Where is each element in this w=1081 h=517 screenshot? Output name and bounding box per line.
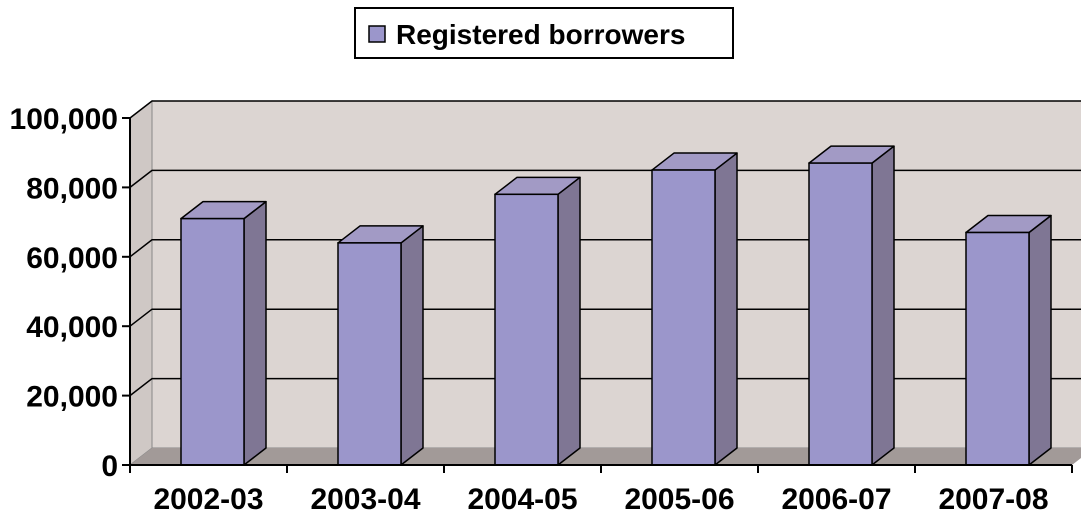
- y-tick-label: 0: [101, 450, 118, 483]
- x-tick-label: 2003-04: [310, 483, 420, 516]
- bar-side: [871, 145, 895, 466]
- bar-front: [808, 162, 873, 466]
- bar-2004-05: [494, 176, 581, 466]
- y-tick-label: 80,000: [26, 172, 118, 205]
- x-tick-label: 2007-08: [938, 483, 1048, 516]
- legend-box: [354, 7, 734, 59]
- bar-front: [494, 193, 559, 466]
- y-tick-label: 100,000: [10, 103, 118, 136]
- y-tick-label: 60,000: [26, 242, 118, 275]
- y-tick-label: 20,000: [26, 381, 118, 414]
- gridline: [129, 100, 1081, 119]
- bar-side: [557, 176, 581, 466]
- x-tick-label: 2002-03: [153, 483, 263, 516]
- bar-side: [1028, 214, 1052, 466]
- bar-2002-03: [180, 200, 267, 466]
- axes: [122, 117, 1073, 473]
- y-tick-labels: 0 20,000 40,000 60,000 80,000 100,000: [10, 103, 118, 483]
- back-wall: [151, 100, 1081, 449]
- x-tick-label: 2006-07: [781, 483, 891, 516]
- bar-front: [965, 231, 1030, 466]
- side-wall: [129, 99, 153, 467]
- legend-swatch: [368, 25, 386, 43]
- bar-side: [243, 200, 267, 466]
- bar-2003-04: [337, 225, 424, 466]
- bar-front: [651, 169, 716, 466]
- chart-walls: [129, 99, 1081, 467]
- bar-2005-06: [651, 152, 738, 466]
- x-tick-labels: 2002-03 2003-04 2004-05 2005-06 2006-07 2007-…: [153, 483, 1048, 516]
- bar-front: [180, 217, 245, 466]
- legend-label: Registered borrowers: [396, 19, 685, 50]
- bar-front: [337, 242, 402, 466]
- x-tick-label: 2004-05: [467, 483, 577, 516]
- bar-2006-07: [808, 145, 895, 466]
- bar-2007-08: [965, 214, 1052, 466]
- gridline: [129, 308, 1081, 327]
- gridline: [129, 169, 1081, 188]
- gridline: [129, 377, 1081, 397]
- gridline: [129, 239, 1081, 258]
- bar-side: [400, 225, 424, 466]
- floor: [130, 448, 1081, 465]
- bar-side: [714, 152, 738, 466]
- y-tick-label: 40,000: [26, 311, 118, 344]
- gridlines: [129, 100, 1081, 397]
- x-tick-label: 2005-06: [624, 483, 734, 516]
- legend: Registered borrowers: [354, 7, 734, 59]
- bars: [180, 145, 1052, 466]
